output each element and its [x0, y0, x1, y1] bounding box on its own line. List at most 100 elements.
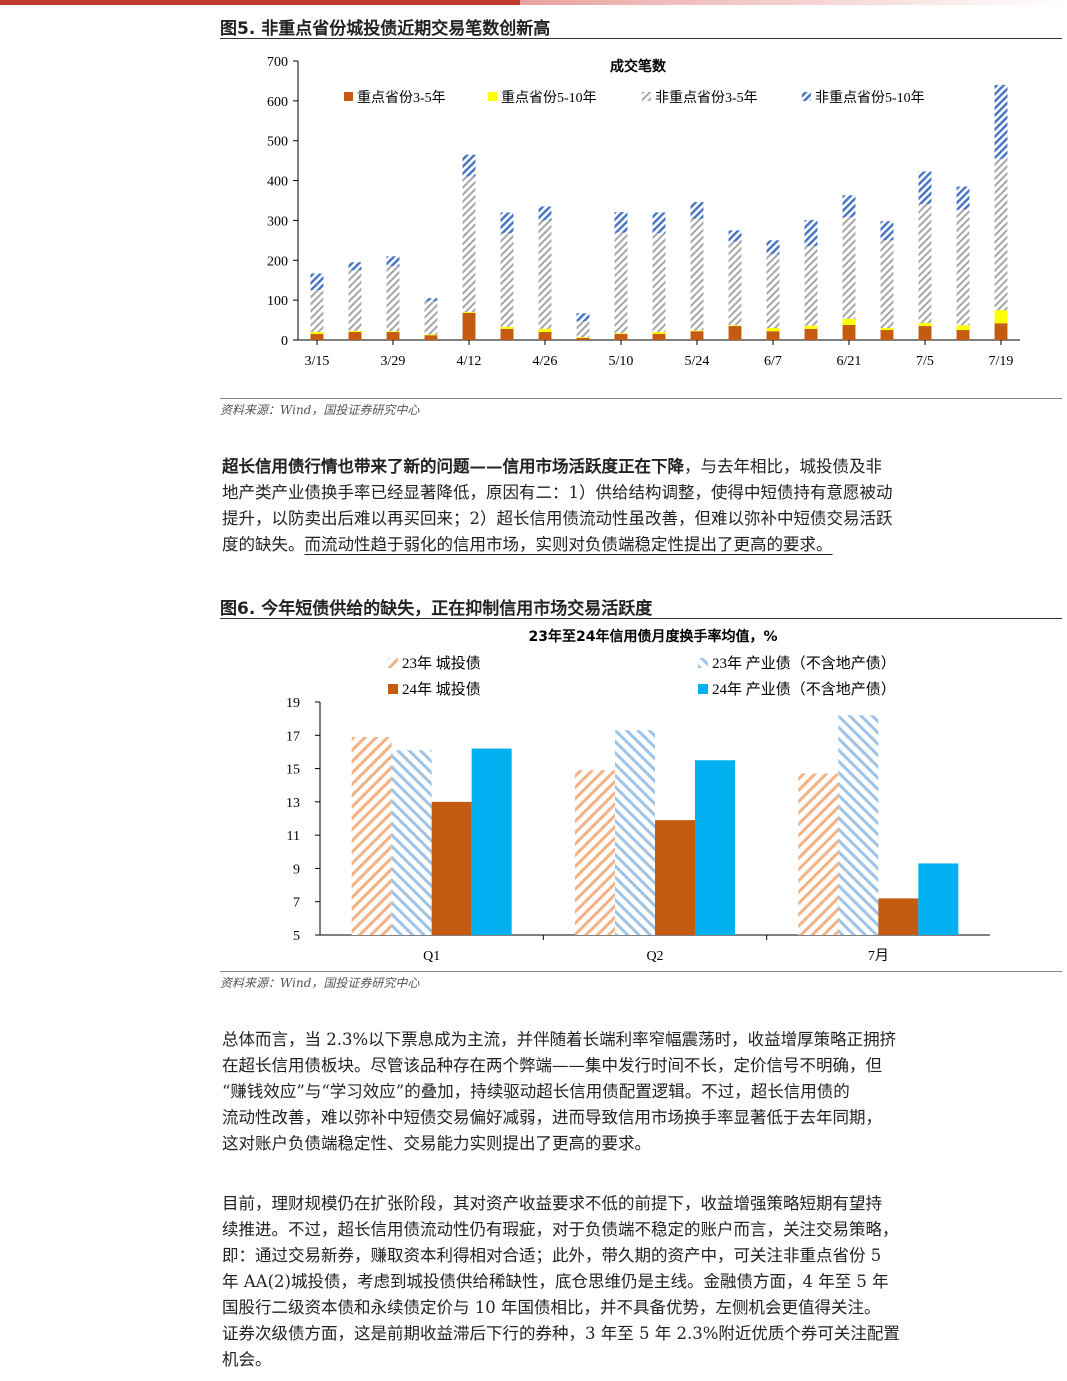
fig5-x-tick-label: 4/26	[533, 354, 558, 369]
fig5-bar-segment	[880, 221, 894, 241]
fig6-y-tick-label: 5	[293, 929, 300, 944]
fig5-bar-segment	[690, 330, 704, 332]
fig5-bar-segment	[880, 240, 894, 329]
fig6-x-tick-label: 7月	[868, 948, 889, 964]
fig6-legend-swatch	[388, 658, 398, 668]
fig5-top-rule	[220, 38, 1062, 39]
fig5-bar-segment	[424, 334, 438, 336]
para3-line-1: 续推进。不过，超长信用债流动性仍有瑕疵，对于负债端不稳定的账户而言，关注交易策略…	[222, 1220, 899, 1239]
para3: 目前，理财规模仍在扩张阶段，其对资产收益要求不低的前提下，收益增强策略短期有望持…	[222, 1191, 1062, 1373]
fig5-bar-segment	[804, 328, 818, 340]
fig5-bar-segment	[652, 332, 666, 335]
fig5-bar-segment	[766, 254, 780, 329]
para2-line-1: 在超长信用债板块。尽管该品种存在两个弊端——集中发行时间不长，定价信号不明确，但	[222, 1056, 882, 1075]
header-rule	[0, 0, 1067, 6]
fig6-bar	[351, 736, 392, 935]
para2-line-2: “赚钱效应”与“学习效应”的叠加，持续驱动超长信用债配置逻辑。不过，超长信用债的	[222, 1082, 850, 1101]
fig5-bar-segment	[880, 330, 894, 340]
fig6-y-tick-label: 11	[287, 829, 300, 844]
fig6-bar	[471, 748, 512, 935]
fig5-y-tick-label: 600	[267, 95, 288, 110]
fig5-bar-segment	[538, 206, 552, 221]
fig5-bar-segment	[576, 338, 590, 340]
fig5-bar-segment	[462, 312, 476, 313]
fig5-x-tick-label: 4/12	[457, 354, 482, 369]
fig5-x-tick-label: 3/29	[381, 354, 406, 369]
fig5-bar-segment	[842, 324, 856, 340]
fig5-bar-segment	[576, 321, 590, 338]
fig5-bar-segment	[918, 326, 932, 340]
fig5-bar-segment	[652, 233, 666, 333]
fig5-x-tick-label: 6/7	[764, 354, 782, 369]
fig6-bar	[695, 760, 735, 935]
fig5-bar-segment	[994, 158, 1008, 311]
fig5-bar-segment	[956, 209, 970, 326]
fig5-x-tick-label: 3/15	[305, 354, 330, 369]
fig6-legend-swatch	[698, 684, 708, 694]
fig5-bar-segment	[614, 333, 628, 335]
fig5-y-tick-label: 100	[267, 294, 288, 309]
fig6-bar	[615, 730, 655, 935]
fig5-bar-segment	[424, 335, 438, 340]
fig5-bar-segment	[728, 325, 742, 327]
fig5-bar-segment	[386, 331, 400, 333]
fig5-bar-segment	[918, 204, 932, 323]
fig5-x-tick-label: 7/19	[989, 354, 1014, 369]
fig5-bar-segment	[538, 328, 552, 333]
fig5-bar-segment	[424, 298, 438, 302]
fig5-bar-segment	[310, 334, 324, 340]
fig5-bar-segment	[804, 245, 818, 326]
fig6-legend-label: 23年 产业债（不含地产债）	[712, 655, 896, 672]
fig6-bar	[655, 820, 695, 935]
fig5-bar-segment	[348, 330, 362, 333]
para1-line-2: 提升，以防卖出后难以再买回来；2）超长信用债流动性虽改善，但难以弥补中短债交易活…	[222, 509, 893, 528]
fig5-legend-label: 非重点省份5-10年	[815, 90, 925, 106]
fig6-y-tick-label: 7	[293, 896, 300, 911]
fig6-legend-label: 23年 城投债	[402, 655, 481, 672]
fig5-legend-label: 重点省份5-10年	[501, 90, 597, 106]
fig5-bar-segment	[538, 332, 552, 340]
fig5-bar-segment	[918, 171, 932, 205]
fig5-y-tick-label: 0	[281, 334, 288, 349]
fig5-bar-segment	[500, 328, 514, 340]
fig5-bar-segment	[994, 310, 1008, 324]
fig5-bar-segment	[576, 313, 590, 322]
fig5-bar-segment	[310, 273, 324, 291]
para1-bold: 超长信用债行情也带来了新的问题——信用市场活跃度正在下降	[222, 457, 684, 476]
fig6-title: 图6. 今年短债供给的缺失，正在抑制信用市场交易活跃度	[220, 599, 653, 619]
fig5-legend-label: 重点省份3-5年	[357, 90, 446, 106]
para3-line-0: 目前，理财规模仍在扩张阶段，其对资产收益要求不低的前提下，收益增强策略短期有望持	[222, 1194, 882, 1213]
fig5-y-tick-label: 700	[267, 55, 288, 70]
fig5-chart: 成交笔数 重点省份3-5年 重点省份5-10年 非重点省份3-5年 非重点省份5-10…	[267, 55, 1020, 369]
fig6-legend-swatch	[388, 684, 398, 694]
para3-line-4: 国股行二级资本债和永续债定价与 10 年国债相比，并不具备优势，左侧机会更值得关…	[222, 1298, 881, 1317]
fig5-bar-segment	[614, 212, 628, 233]
fig5-legend-swatch	[802, 92, 811, 101]
fig5-y-tick-label: 500	[267, 135, 288, 150]
fig5-bar-segment	[614, 232, 628, 334]
fig5-x-tick-label: 6/21	[837, 354, 862, 369]
fig6-y-tick-label: 17	[286, 729, 300, 744]
fig6-bar	[878, 898, 919, 935]
fig5-x-tick-label: 5/10	[609, 354, 634, 369]
fig5-bar-segment	[880, 328, 894, 331]
fig5-y-tick-label: 400	[267, 175, 288, 190]
para3-line-3: 年 AA(2)城投债，考虑到城投债供给稀缺性，底仓思维仍是主线。金融债方面，4 …	[222, 1272, 889, 1291]
fig5-bar-segment	[500, 212, 514, 234]
fig6-y-tick-label: 9	[293, 862, 300, 877]
fig5-bar-segment	[690, 202, 704, 219]
fig6-chart: 23年至24年信用债月度换手率均值，% 23年 城投债 23年 产业债（不含地产债…	[286, 628, 990, 964]
fig6-y-tick-label: 15	[286, 763, 300, 778]
fig5-bar-segment	[462, 312, 476, 340]
fig5-bar-segment	[842, 318, 856, 325]
fig5-bar-segment	[652, 334, 666, 340]
fig5-bar-segment	[386, 266, 400, 332]
fig5-title: 图5. 非重点省份城投债近期交易笔数创新高	[220, 19, 551, 39]
fig5-bar-segment	[804, 220, 818, 246]
fig6-bar	[431, 801, 472, 935]
fig5-bar-segment	[500, 326, 514, 329]
para3-line-2: 即：通过交易新券，赚取资本利得相对合适；此外，带久期的资产中，可关注非重点省份 …	[222, 1246, 882, 1265]
fig5-legend-swatch	[488, 92, 497, 101]
fig5-bar-segment	[728, 241, 742, 326]
fig5-bar-segment	[310, 332, 324, 335]
